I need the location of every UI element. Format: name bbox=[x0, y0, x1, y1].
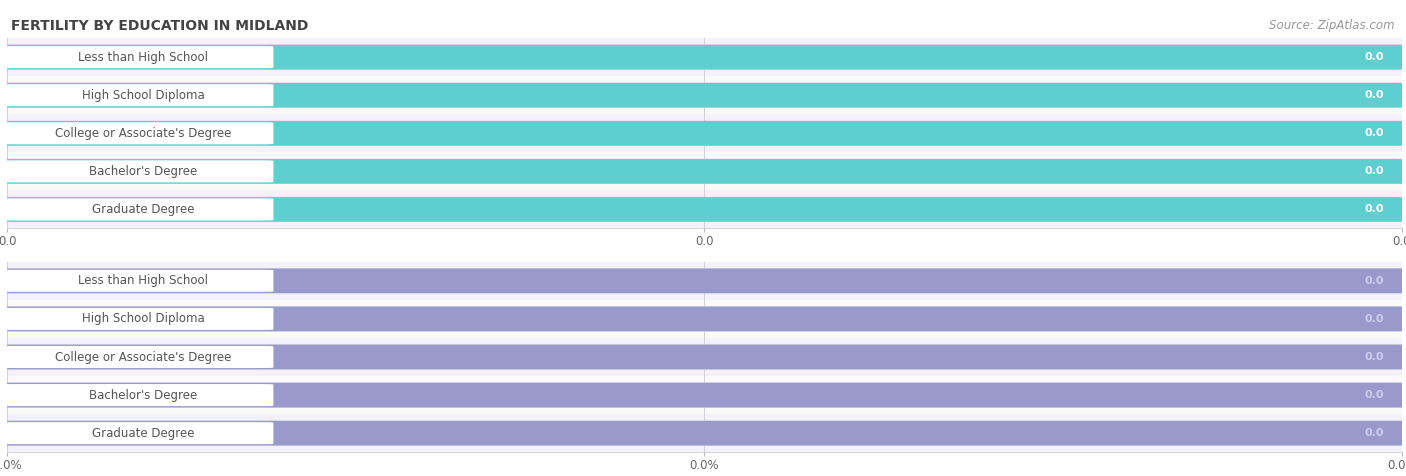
Text: Less than High School: Less than High School bbox=[77, 50, 208, 64]
FancyBboxPatch shape bbox=[0, 383, 1406, 407]
Text: 0.0: 0.0 bbox=[1364, 352, 1384, 362]
FancyBboxPatch shape bbox=[1, 122, 273, 144]
FancyBboxPatch shape bbox=[0, 345, 1406, 369]
FancyBboxPatch shape bbox=[0, 83, 1406, 108]
FancyBboxPatch shape bbox=[0, 197, 1406, 222]
Bar bbox=[7, 414, 1402, 452]
FancyBboxPatch shape bbox=[0, 307, 1406, 331]
Text: 0.0: 0.0 bbox=[1364, 90, 1384, 100]
FancyBboxPatch shape bbox=[1, 160, 273, 182]
Bar bbox=[7, 190, 1402, 228]
Text: FERTILITY BY EDUCATION IN MIDLAND: FERTILITY BY EDUCATION IN MIDLAND bbox=[11, 19, 309, 33]
Bar bbox=[7, 152, 1402, 190]
FancyBboxPatch shape bbox=[1, 198, 273, 220]
Bar bbox=[7, 262, 1402, 300]
Text: Less than High School: Less than High School bbox=[77, 274, 208, 288]
Bar bbox=[7, 338, 1402, 376]
FancyBboxPatch shape bbox=[1, 270, 273, 292]
FancyBboxPatch shape bbox=[0, 45, 1406, 69]
Text: Source: ZipAtlas.com: Source: ZipAtlas.com bbox=[1270, 19, 1395, 32]
Bar bbox=[7, 38, 1402, 76]
Bar bbox=[7, 114, 1402, 152]
FancyBboxPatch shape bbox=[1, 422, 273, 444]
Bar bbox=[7, 376, 1402, 414]
FancyBboxPatch shape bbox=[0, 307, 1406, 331]
FancyBboxPatch shape bbox=[0, 383, 1406, 407]
FancyBboxPatch shape bbox=[0, 421, 1406, 446]
Text: College or Associate's Degree: College or Associate's Degree bbox=[55, 127, 231, 140]
Text: 0.0: 0.0 bbox=[1364, 390, 1384, 400]
FancyBboxPatch shape bbox=[0, 197, 1406, 222]
Text: 0.0: 0.0 bbox=[1364, 314, 1384, 324]
Bar bbox=[7, 300, 1402, 338]
Text: 0.0: 0.0 bbox=[1364, 52, 1384, 62]
Text: 0.0: 0.0 bbox=[1364, 128, 1384, 139]
Text: High School Diploma: High School Diploma bbox=[82, 89, 204, 102]
FancyBboxPatch shape bbox=[0, 345, 1406, 369]
Text: 0.0: 0.0 bbox=[1364, 428, 1384, 438]
Text: 0.0: 0.0 bbox=[1364, 166, 1384, 177]
Text: 0.0: 0.0 bbox=[1364, 204, 1384, 215]
Text: 0.0: 0.0 bbox=[1364, 276, 1384, 286]
FancyBboxPatch shape bbox=[0, 159, 1406, 184]
Text: Graduate Degree: Graduate Degree bbox=[91, 203, 194, 216]
FancyBboxPatch shape bbox=[0, 45, 1406, 69]
Text: Bachelor's Degree: Bachelor's Degree bbox=[89, 388, 197, 402]
Text: Graduate Degree: Graduate Degree bbox=[91, 426, 194, 440]
Bar bbox=[7, 76, 1402, 114]
FancyBboxPatch shape bbox=[0, 421, 1406, 446]
FancyBboxPatch shape bbox=[0, 268, 1406, 293]
Text: High School Diploma: High School Diploma bbox=[82, 312, 204, 326]
FancyBboxPatch shape bbox=[1, 84, 273, 106]
FancyBboxPatch shape bbox=[0, 159, 1406, 184]
FancyBboxPatch shape bbox=[1, 46, 273, 68]
FancyBboxPatch shape bbox=[0, 121, 1406, 146]
FancyBboxPatch shape bbox=[1, 384, 273, 406]
FancyBboxPatch shape bbox=[1, 308, 273, 330]
FancyBboxPatch shape bbox=[0, 268, 1406, 293]
FancyBboxPatch shape bbox=[0, 121, 1406, 146]
Text: College or Associate's Degree: College or Associate's Degree bbox=[55, 350, 231, 364]
FancyBboxPatch shape bbox=[0, 83, 1406, 108]
FancyBboxPatch shape bbox=[1, 346, 273, 368]
Text: Bachelor's Degree: Bachelor's Degree bbox=[89, 165, 197, 178]
